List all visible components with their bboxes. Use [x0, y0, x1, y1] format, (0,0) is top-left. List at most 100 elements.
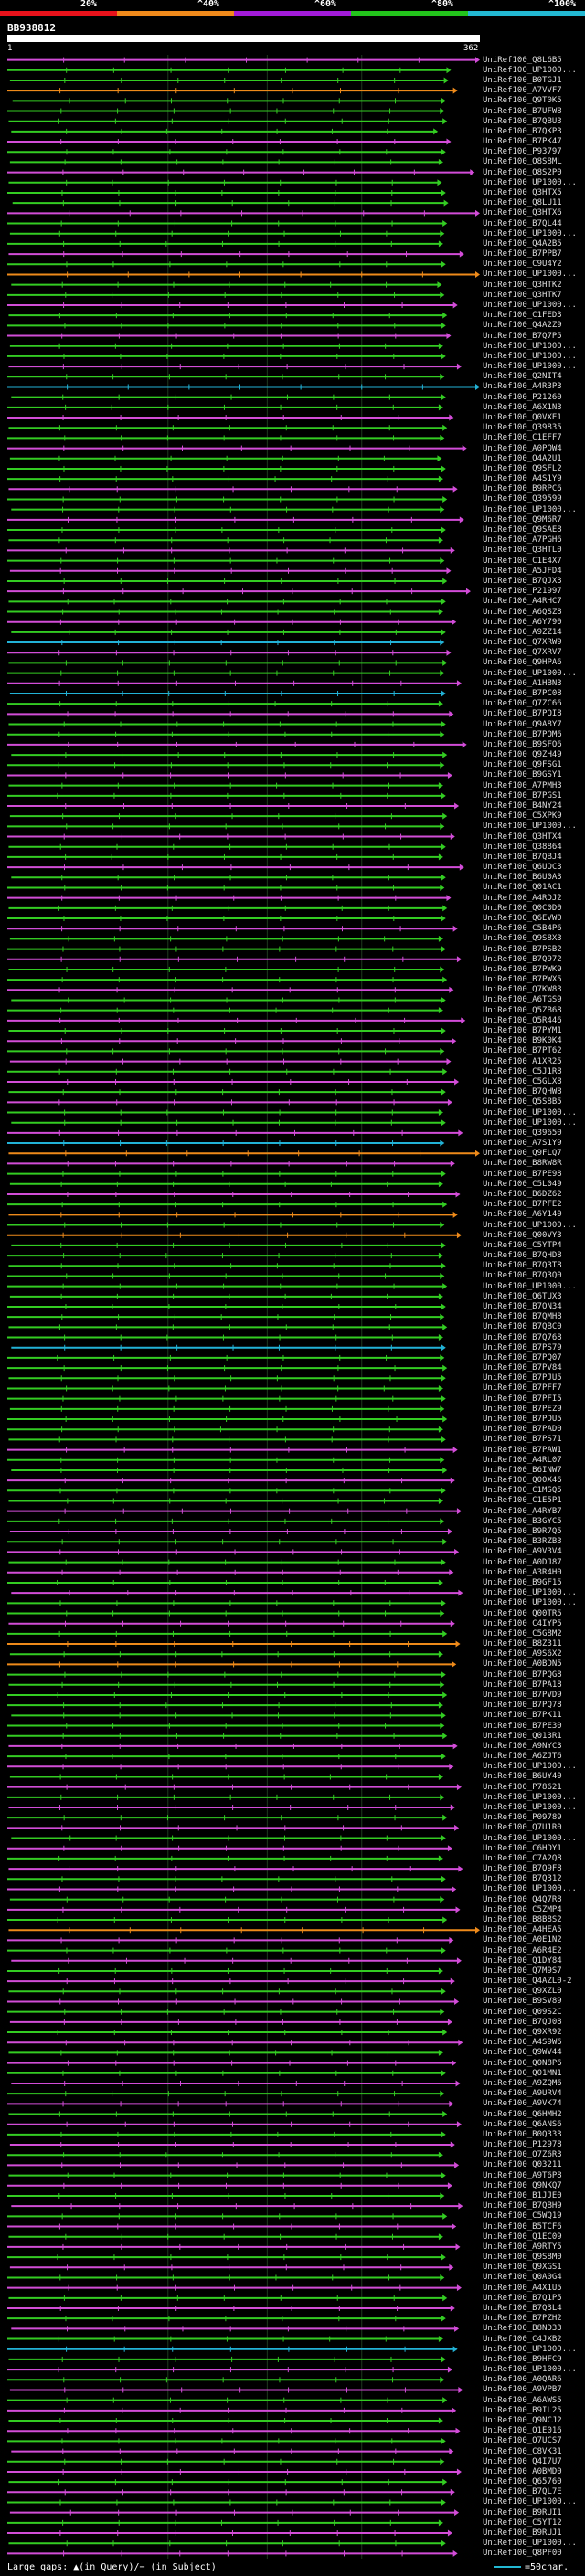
hit-label[interactable]: UniRef100_B7QBU3	[483, 116, 562, 126]
hit-label[interactable]: UniRef100_Q3HTL0	[483, 546, 562, 556]
hit-label[interactable]: UniRef100_Q6HMH2	[483, 2109, 562, 2119]
hit-label[interactable]: UniRef100_Q6ANS6	[483, 2119, 562, 2129]
hit-label[interactable]: UniRef100_UP1000...	[483, 1803, 577, 1812]
hit-label[interactable]: UniRef100_B7PQM6	[483, 729, 562, 739]
hit-label[interactable]: UniRef100_B7PGS1	[483, 790, 562, 800]
hit-label[interactable]: UniRef100_Q4I7U7	[483, 2456, 562, 2466]
hit-label[interactable]: UniRef100_B7Q768	[483, 1332, 562, 1342]
hit-label[interactable]: UniRef100_B7Q3Q0	[483, 1271, 562, 1281]
hit-label[interactable]: UniRef100_B7PEZ9	[483, 1404, 562, 1414]
hit-label[interactable]: UniRef100_Q9S8X3	[483, 934, 562, 944]
hit-label[interactable]: UniRef100_Q9FLQ7	[483, 1149, 562, 1159]
hit-label[interactable]: UniRef100_Q39650	[483, 1128, 562, 1138]
hit-label[interactable]: UniRef100_UP1000...	[483, 301, 577, 310]
hit-label[interactable]: UniRef100_A4HEA5	[483, 1925, 562, 1935]
hit-label[interactable]: UniRef100_B7PDU5	[483, 1415, 562, 1425]
hit-label[interactable]: UniRef100_C5YTP4	[483, 1240, 562, 1250]
hit-label[interactable]: UniRef100_B7QL44	[483, 218, 562, 228]
hit-label[interactable]: UniRef100_A6AWS5	[483, 2395, 562, 2405]
hit-label[interactable]: UniRef100_B7PE98	[483, 1169, 562, 1179]
hit-label[interactable]: UniRef100_B7QN34	[483, 1302, 562, 1311]
hit-label[interactable]: UniRef100_A4X1U5	[483, 2283, 562, 2293]
hit-label[interactable]: UniRef100_B1JJE0	[483, 2190, 562, 2200]
hit-label[interactable]: UniRef100_B7PAD0	[483, 1425, 562, 1435]
hit-label[interactable]: UniRef100_B4NY24	[483, 801, 562, 811]
hit-label[interactable]: UniRef100_UP1000...	[483, 362, 577, 372]
hit-label[interactable]: UniRef100_C5XPK9	[483, 811, 562, 822]
hit-label[interactable]: UniRef100_Q3HTX4	[483, 832, 562, 842]
hit-label[interactable]: UniRef100_A6TGS9	[483, 995, 562, 1005]
hit-label[interactable]: UniRef100_Q9HPA6	[483, 658, 562, 668]
hit-label[interactable]: UniRef100_Q1EC09	[483, 2231, 562, 2242]
hit-label[interactable]: UniRef100_Q6UOC3	[483, 863, 562, 873]
hit-label[interactable]: UniRef100_A6Y790	[483, 617, 562, 627]
hit-label[interactable]: UniRef100_B9RUJ1	[483, 2528, 562, 2539]
hit-label[interactable]: UniRef100_B7PWX5	[483, 975, 562, 985]
hit-label[interactable]: UniRef100_B0TGJ1	[483, 75, 562, 85]
hit-label[interactable]: UniRef100_A9RTY5	[483, 2242, 562, 2252]
hit-label[interactable]: UniRef100_UP1000...	[483, 1220, 577, 1230]
hit-label[interactable]: UniRef100_B7QBC0	[483, 1322, 562, 1332]
hit-label[interactable]: UniRef100_Q3HTX5	[483, 187, 562, 197]
hit-label[interactable]: UniRef100_A1XR25	[483, 1056, 562, 1066]
hit-label[interactable]: UniRef100_Q9WV44	[483, 2048, 562, 2058]
hit-label[interactable]: UniRef100_Q01MN1	[483, 2068, 562, 2078]
hit-label[interactable]: UniRef100_UP1000...	[483, 1884, 577, 1894]
hit-label[interactable]: UniRef100_A6QSZ8	[483, 607, 562, 617]
hit-label[interactable]: UniRef100_B7Q1P5	[483, 2293, 562, 2303]
hit-label[interactable]: UniRef100_B6INW7	[483, 1465, 562, 1475]
hit-label[interactable]: UniRef100_C5GLX8	[483, 1076, 562, 1087]
hit-label[interactable]: UniRef100_Q7KW83	[483, 985, 562, 995]
hit-label[interactable]: UniRef100_A7PGH6	[483, 535, 562, 546]
hit-label[interactable]: UniRef100_B9SV89	[483, 1997, 562, 2007]
hit-label[interactable]: UniRef100_Q7XRV7	[483, 648, 562, 658]
hit-label[interactable]: UniRef100_Q7ZC66	[483, 699, 562, 709]
hit-label[interactable]: UniRef100_A5JFD4	[483, 566, 562, 576]
hit-label[interactable]: UniRef100_P21260	[483, 392, 562, 402]
hit-label[interactable]: UniRef100_B7QBJ4	[483, 852, 562, 862]
hit-label[interactable]: UniRef100_Q9SAE8	[483, 525, 562, 535]
hit-label[interactable]: UniRef100_B9SFQ6	[483, 739, 562, 749]
hit-label[interactable]: UniRef100_A4RHC7	[483, 597, 562, 607]
hit-label[interactable]: UniRef100_A6Y140	[483, 1210, 562, 1220]
hit-label[interactable]: UniRef100_Q8S2P0	[483, 167, 562, 177]
hit-label[interactable]: UniRef100_Q9NKQ7	[483, 2180, 562, 2190]
hit-label[interactable]: UniRef100_B7PPB7	[483, 249, 562, 260]
hit-label[interactable]: UniRef100_UP1000...	[483, 65, 577, 75]
hit-label[interactable]: UniRef100_A7PMH3	[483, 780, 562, 790]
hit-label[interactable]: UniRef100_Q5ZB68	[483, 1005, 562, 1015]
hit-label[interactable]: UniRef100_B7PE30	[483, 1721, 562, 1731]
hit-label[interactable]: UniRef100_UP1000...	[483, 1792, 577, 1802]
hit-label[interactable]: UniRef100_Q7U1R0	[483, 1823, 562, 1833]
hit-label[interactable]: UniRef100_P93797	[483, 147, 562, 157]
hit-label[interactable]: UniRef100_B9GSY1	[483, 770, 562, 780]
hit-label[interactable]: UniRef100_B6UY40	[483, 1772, 562, 1782]
hit-label[interactable]: UniRef100_UP1000...	[483, 270, 577, 280]
hit-label[interactable]: UniRef100_Q2NIT4	[483, 372, 562, 382]
hit-label[interactable]: UniRef100_Q3HTX6	[483, 208, 562, 218]
hit-label[interactable]: UniRef100_A0DJ87	[483, 1557, 562, 1567]
hit-label[interactable]: UniRef100_Q00TR5	[483, 1608, 562, 1618]
hit-label[interactable]: UniRef100_B7PFF7	[483, 1383, 562, 1394]
hit-label[interactable]: UniRef100_Q9S8M0	[483, 2253, 562, 2263]
hit-label[interactable]: UniRef100_Q9NCJ2	[483, 2416, 562, 2426]
hit-label[interactable]: UniRef100_B9IL25	[483, 2405, 562, 2415]
hit-label[interactable]: UniRef100_A9ZQM6	[483, 2078, 562, 2088]
hit-label[interactable]: UniRef100_C4IYP5	[483, 1618, 562, 1628]
hit-label[interactable]: UniRef100_A4S9W6	[483, 2038, 562, 2048]
hit-label[interactable]: UniRef100_B7PQI8	[483, 709, 562, 719]
hit-label[interactable]: UniRef100_B7Q7P5	[483, 331, 562, 341]
hit-label[interactable]: UniRef100_C4JXB2	[483, 2334, 562, 2344]
hit-label[interactable]: UniRef100_C5G8M2	[483, 1628, 562, 1638]
hit-label[interactable]: UniRef100_A9URV4	[483, 2089, 562, 2099]
hit-label[interactable]: UniRef100_UP1000...	[483, 177, 577, 187]
hit-label[interactable]: UniRef100_B7PV84	[483, 1363, 562, 1373]
hit-label[interactable]: UniRef100_Q9M6R7	[483, 514, 562, 525]
hit-label[interactable]: UniRef100_B9HFC9	[483, 2354, 562, 2364]
hit-label[interactable]: UniRef100_B7PJU5	[483, 1373, 562, 1383]
hit-label[interactable]: UniRef100_Q013R1	[483, 1731, 562, 1741]
hit-label[interactable]: UniRef100_Q6EVW0	[483, 914, 562, 924]
hit-label[interactable]: UniRef100_B7Q3T8	[483, 1261, 562, 1271]
hit-label[interactable]: UniRef100_A0BMD0	[483, 2466, 562, 2476]
hit-label[interactable]: UniRef100_B7PT62	[483, 1046, 562, 1056]
